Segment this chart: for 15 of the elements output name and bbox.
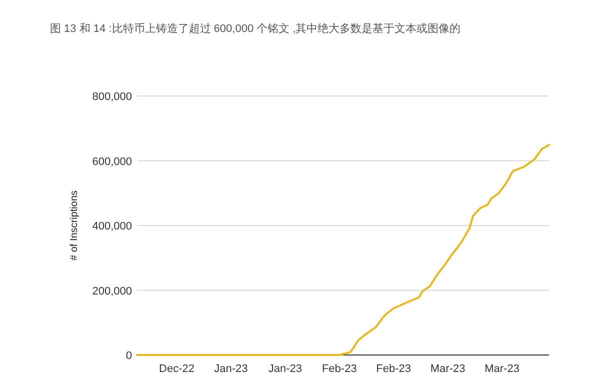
y-tick-label: 600,000 (92, 156, 132, 168)
x-tick-label: Dec-22 (159, 363, 194, 375)
x-tick-label: Mar-23 (484, 363, 520, 375)
x-tick-label: Mar-23 (430, 363, 466, 375)
y-tick-label: 0 (126, 350, 132, 362)
x-tick-label: Feb-23 (322, 363, 357, 375)
y-tick-label: 800,000 (92, 91, 132, 103)
chart-title: 图 13 和 14 :比特币上铸造了超过 600,000 个铭文 ,其中绝大多数是基于文本或图像的 (50, 22, 461, 35)
x-tick-label: Jan-23 (214, 363, 248, 375)
y-tick-label: 200,000 (92, 285, 132, 298)
line-series (136, 144, 550, 356)
y-tick-label: 400,000 (92, 220, 132, 232)
x-tick-label: Jan-23 (268, 363, 302, 375)
y-axis-title: # of Inscriptions (69, 190, 80, 261)
x-tick-label: Feb-23 (376, 363, 412, 375)
